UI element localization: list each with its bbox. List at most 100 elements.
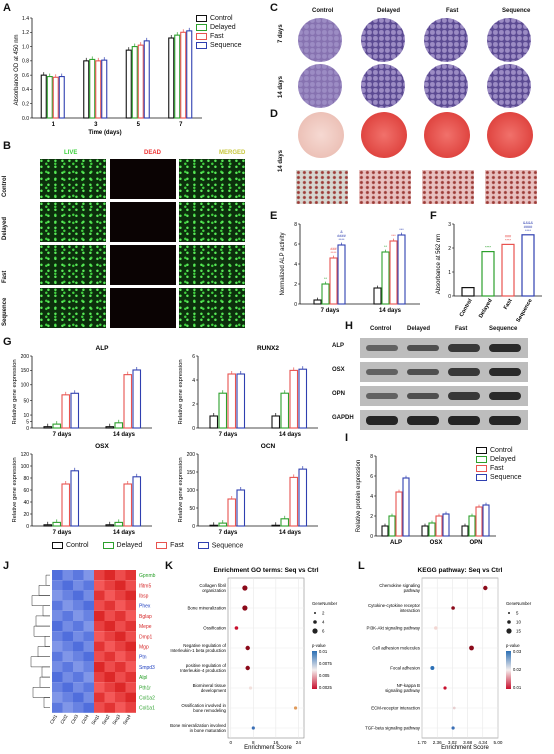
dendrogram-branch <box>41 666 50 678</box>
panel-g-ylabel: Relative gene expression <box>12 359 18 424</box>
panel-k-term-label: Bone mineralization involved <box>170 723 226 728</box>
panel-l-xtick-label: 3.02 <box>448 740 457 745</box>
panel-l-dot <box>430 666 435 670</box>
heatmap-cell <box>125 682 136 693</box>
panel-g-ylabel: Relative gene expression <box>178 359 184 424</box>
blot-membrane <box>360 362 528 382</box>
panel-e-significance: **** <box>331 251 337 255</box>
panel-k-term-label: in bone maturation <box>190 728 227 733</box>
panel-a-ytick-label: 0.4 <box>22 87 29 93</box>
blot-band <box>489 367 521 377</box>
panel-i-legend: Control Delayed Fast Sequence <box>476 446 522 482</box>
panel-l-dot <box>451 726 455 730</box>
heatmap-cell <box>73 570 84 581</box>
panel-k-dot <box>245 665 250 671</box>
panel-l-legend-size-dot <box>506 628 512 634</box>
panel-e-significance: *** <box>391 234 396 238</box>
dendrogram-branch <box>32 687 50 698</box>
panel-f-ytick-label: 1 <box>448 270 451 276</box>
heatmap-cell <box>94 631 105 642</box>
panel-label-j: J <box>3 560 10 572</box>
panel-a-bar <box>95 60 102 119</box>
blot-band <box>448 344 480 352</box>
heatmap-gene-label: Col1a2 <box>139 696 155 702</box>
panel-a-bar <box>58 76 65 119</box>
heatmap-gene-label: Smpd3 <box>139 665 155 671</box>
panel-k-legend-size-label: 4 <box>322 620 325 625</box>
panel-h-row-label: ALP <box>332 343 344 349</box>
panel-c-col-delayed: Delayed <box>377 8 401 14</box>
heatmap-cell <box>62 631 73 642</box>
heatmap-cell <box>94 682 105 693</box>
blot-band <box>489 415 521 425</box>
panel-i-bar <box>482 504 490 537</box>
heatmap-cell <box>52 651 63 662</box>
panel-g-bar <box>227 498 237 527</box>
heatmap-cell <box>62 682 73 693</box>
blot-band <box>448 368 480 376</box>
panel-l-chart: KEGG pathway: Seq vs Ctrl 1.70 2.36 3.02 3.… <box>365 567 532 751</box>
panel-g-ytick-label: 0 <box>192 524 195 530</box>
heatmap-cell <box>115 590 126 601</box>
panel-l-term-label: Chemokine signaling <box>379 583 420 588</box>
panel-e-xtick-label: 14 days <box>379 308 402 314</box>
panel-e-xtick-label: 7 days <box>321 308 340 314</box>
panel-g-bar <box>70 392 80 429</box>
panel-l-term-label: NF-kappa B <box>397 683 420 688</box>
heatmap-cell <box>125 692 136 703</box>
panel-c-col-sequence: Sequence <box>502 8 531 14</box>
panel-g-ytick-label: 80 <box>23 476 29 482</box>
panel-l-plot-area <box>421 577 499 739</box>
panel-g-ytick-label: 50 <box>23 398 29 404</box>
heatmap-cell <box>52 682 63 693</box>
heatmap-cell <box>62 641 73 652</box>
panel-i-bar <box>421 525 429 537</box>
panel-g-ytick-label: 120 <box>21 452 30 458</box>
blot-band <box>366 345 398 351</box>
panel-l-title: KEGG pathway: Seq vs Ctrl <box>418 567 503 574</box>
mineralization-micrograph <box>422 170 474 204</box>
panel-e-bar <box>329 257 338 305</box>
panel-l-term-label: pathway <box>404 588 421 593</box>
heatmap-cell <box>52 661 63 672</box>
panel-g-bar <box>114 521 124 527</box>
panel-h-col-control: Control <box>370 326 392 332</box>
panel-g-bar <box>132 369 142 429</box>
panel-k-legend-colorbar <box>312 651 317 689</box>
panel-g-bar <box>43 524 53 527</box>
panel-l-term-label: Cytokine-cytokine receptor <box>368 603 421 608</box>
panel-k-term-label: Biomineral tissue <box>193 683 227 688</box>
dendrogram-branch <box>44 636 50 647</box>
panel-i-bar <box>475 506 483 537</box>
live-stain-image <box>40 202 106 242</box>
panel-k-title: Enrichment GO terms: Seq vs Ctrl <box>213 567 318 574</box>
blot-band <box>407 368 439 376</box>
panel-a-ytick-label: 1.2 <box>22 30 29 36</box>
panel-g-ytick-label: 6 <box>192 354 195 360</box>
panel-k-xtick-label: 16 <box>273 740 279 745</box>
panel-a-ylabel: Absorbance OD at 450 nm <box>14 34 20 105</box>
blot-membrane <box>360 386 528 406</box>
panel-b-row-label: Delayed <box>2 216 8 240</box>
dendrogram-branch <box>38 585 50 596</box>
heatmap-cell <box>115 631 126 642</box>
panel-i-bar <box>461 525 469 537</box>
panel-g-bar <box>43 426 53 429</box>
panel-g-ytick-label: 100 <box>21 464 30 470</box>
panel-e-significance: ** <box>324 277 327 281</box>
panel-g-ytick-label: 0 <box>26 426 29 432</box>
legend-item-fast: Fast <box>196 32 242 41</box>
panel-e-ylabel: Normalized ALP activity <box>280 233 286 296</box>
heatmap-cell <box>125 651 136 662</box>
heatmap-cell <box>94 580 105 591</box>
panel-f-significance: #### <box>524 225 533 229</box>
panel-l-dot <box>483 585 488 591</box>
panel-a-bar <box>137 44 144 119</box>
heatmap-cell <box>83 672 94 683</box>
panel-g-bar <box>218 392 228 429</box>
panel-l-xtick-label: 2.36 <box>433 740 442 745</box>
panel-k-legend-size-dot <box>314 612 316 614</box>
panel-e-ytick-label: 2 <box>294 282 297 288</box>
panel-g-xtick-label: 14 days <box>113 432 136 438</box>
panel-f-xtick-label: Control <box>459 298 474 318</box>
